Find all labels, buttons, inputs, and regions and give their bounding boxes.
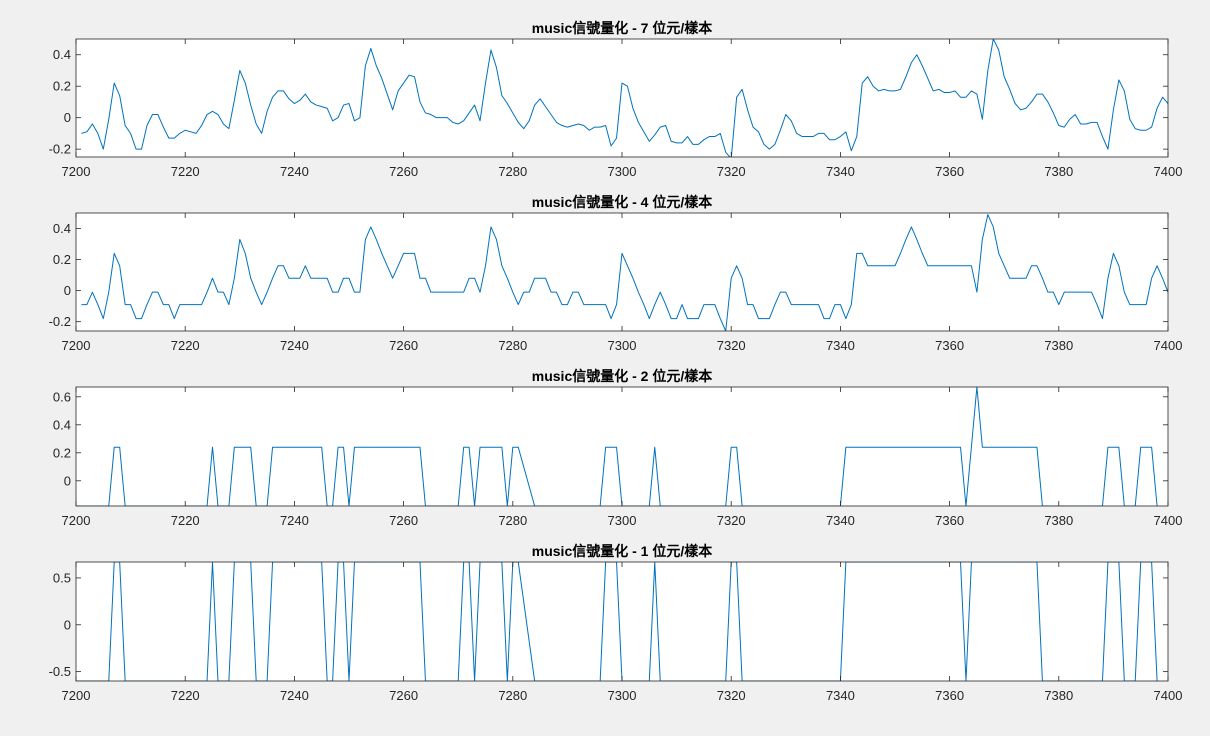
- y-tick-label: 0: [64, 110, 71, 125]
- x-tick-label: 7260: [389, 513, 418, 528]
- x-tick-label: 7240: [280, 164, 309, 179]
- x-tick-label: 7260: [389, 164, 418, 179]
- x-tick-label: 7200: [62, 513, 91, 528]
- x-tick-label: 7400: [1154, 338, 1183, 353]
- x-tick-label: 7320: [717, 164, 746, 179]
- x-tick-label: 7380: [1044, 688, 1073, 703]
- plot-area: [76, 387, 1168, 506]
- x-tick-label: 7280: [498, 688, 527, 703]
- x-tick-label: 7380: [1044, 164, 1073, 179]
- y-tick-label: 0.4: [53, 221, 71, 236]
- y-tick-label: -0.2: [49, 314, 71, 329]
- y-tick-label: 0.4: [53, 47, 71, 62]
- x-tick-label: 7360: [935, 338, 964, 353]
- y-tick-label: -0.5: [49, 664, 71, 679]
- x-tick-label: 7360: [935, 164, 964, 179]
- x-tick-label: 7380: [1044, 338, 1073, 353]
- x-tick-label: 7220: [171, 513, 200, 528]
- x-tick-label: 7200: [62, 338, 91, 353]
- x-tick-label: 7260: [389, 338, 418, 353]
- x-tick-label: 7400: [1154, 688, 1183, 703]
- y-tick-label: 0: [64, 473, 71, 488]
- x-tick-label: 7280: [498, 338, 527, 353]
- y-tick-label: 0.5: [53, 570, 71, 585]
- y-tick-label: 0: [64, 283, 71, 298]
- plot-area: [76, 39, 1168, 157]
- x-tick-label: 7320: [717, 513, 746, 528]
- x-tick-label: 7360: [935, 688, 964, 703]
- chart-title: music信號量化 - 1 位元/樣本: [532, 543, 713, 559]
- subplot-4: 7200 7220 7240 7260 7280 7300 7320 7340 7360 7380…: [49, 543, 1183, 703]
- y-tick-label: 0.2: [53, 252, 71, 267]
- y-tick-label: 0.2: [53, 79, 71, 94]
- chart-title: music信號量化 - 7 位元/樣本: [532, 20, 713, 36]
- y-tick-label: 0.2: [53, 445, 71, 460]
- x-tick-label: 7220: [171, 688, 200, 703]
- subplot-3: 7200 7220 7240 7260 7280 7300 7320 7340 7360 7380…: [53, 368, 1183, 528]
- x-tick-label: 7400: [1154, 164, 1183, 179]
- chart-title: music信號量化 - 2 位元/樣本: [532, 368, 713, 384]
- x-tick-label: 7300: [608, 164, 637, 179]
- plot-area: [76, 213, 1168, 331]
- y-tick-label: 0.6: [53, 389, 71, 404]
- series-line-1: [81, 39, 1168, 157]
- x-tick-label: 7320: [717, 338, 746, 353]
- x-tick-label: 7300: [608, 688, 637, 703]
- x-tick-label: 7340: [826, 164, 855, 179]
- x-tick-label: 7340: [826, 338, 855, 353]
- x-tick-label: 7200: [62, 164, 91, 179]
- x-tick-label: 7340: [826, 513, 855, 528]
- x-tick-label: 7400: [1154, 513, 1183, 528]
- y-tick-label: -0.2: [49, 142, 71, 157]
- x-tick-label: 7220: [171, 164, 200, 179]
- series-line-1: [76, 562, 1158, 681]
- x-tick-label: 7260: [389, 688, 418, 703]
- x-tick-label: 7200: [62, 688, 91, 703]
- x-tick-label: 7280: [498, 513, 527, 528]
- x-tick-label: 7360: [935, 513, 964, 528]
- y-tick-label: 0: [64, 617, 71, 632]
- y-tick-label: 0.4: [53, 417, 71, 432]
- x-tick-label: 7280: [498, 164, 527, 179]
- x-tick-label: 7240: [280, 513, 309, 528]
- x-tick-label: 7220: [171, 338, 200, 353]
- x-tick-label: 7300: [608, 513, 637, 528]
- subplot-1: 7200 7220 7240 7260 7280 7300 7320 7340 7360 7380…: [49, 20, 1183, 179]
- x-tick-label: 7320: [717, 688, 746, 703]
- x-tick-label: 7340: [826, 688, 855, 703]
- chart-title: music信號量化 - 4 位元/樣本: [532, 194, 713, 210]
- x-tick-label: 7380: [1044, 513, 1073, 528]
- series-line-1: [76, 387, 1158, 506]
- series-line-1: [81, 214, 1168, 331]
- x-tick-label: 7240: [280, 688, 309, 703]
- subplot-2: 7200 7220 7240 7260 7280 7300 7320 7340 7360 7380…: [49, 194, 1183, 353]
- x-tick-label: 7240: [280, 338, 309, 353]
- x-tick-label: 7300: [608, 338, 637, 353]
- plot-area: [76, 562, 1168, 681]
